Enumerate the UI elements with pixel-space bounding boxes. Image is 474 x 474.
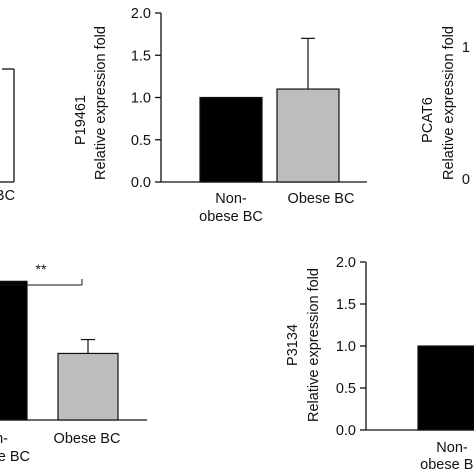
y-tick-label: 2.0 bbox=[336, 255, 356, 271]
y-axis-gene-label: P3134 bbox=[285, 324, 301, 366]
bar bbox=[0, 280, 28, 421]
x-category-label: obese BC bbox=[199, 209, 263, 225]
bar bbox=[276, 88, 340, 183]
bar bbox=[57, 352, 119, 421]
y-tick-label: 0.0 bbox=[131, 175, 151, 191]
y-tick-label: 0.0 bbox=[336, 423, 356, 439]
y-tick-label: 1 bbox=[462, 40, 470, 56]
x-category-label: Obese BC bbox=[54, 431, 121, 447]
x-category-label: n- bbox=[0, 431, 8, 447]
x-category-label: Obese BC bbox=[288, 191, 355, 207]
y-tick-label: 2.0 bbox=[131, 6, 151, 22]
y-tick-label: 1.5 bbox=[336, 297, 356, 313]
significance-marker: ** bbox=[36, 261, 47, 277]
y-tick-label: 0.5 bbox=[336, 381, 356, 397]
bar bbox=[417, 345, 474, 431]
y-tick-label: 1.0 bbox=[336, 339, 356, 355]
x-category-label: BC bbox=[0, 188, 15, 204]
y-axis-label: Relative expression fold bbox=[306, 268, 322, 422]
y-axis-label: Relative expression fold bbox=[441, 26, 457, 180]
bar bbox=[199, 96, 263, 183]
y-tick-label: 0 bbox=[462, 172, 470, 188]
y-tick-label: 0.5 bbox=[131, 133, 151, 149]
y-axis-gene-label: PCAT6 bbox=[420, 97, 436, 143]
x-category-label: se BC bbox=[0, 449, 30, 465]
y-tick-label: 1.0 bbox=[131, 91, 151, 107]
x-category-label: Non- bbox=[436, 440, 468, 456]
y-axis-gene-label: P19461 bbox=[73, 95, 89, 145]
x-category-label: Non- bbox=[215, 191, 247, 207]
y-tick-label: 1.5 bbox=[131, 48, 151, 64]
y-axis-label: Relative expression fold bbox=[93, 26, 109, 180]
x-category-label: obese BC bbox=[420, 457, 474, 473]
